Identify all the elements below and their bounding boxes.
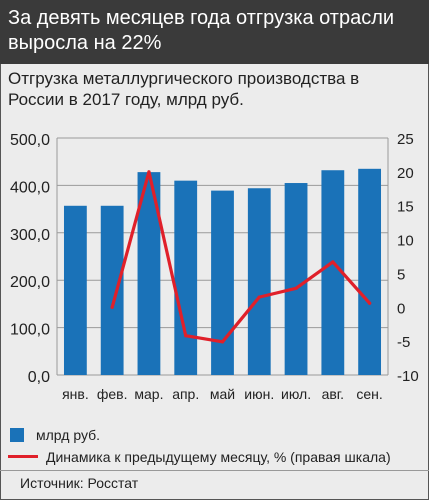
legend-label-line: Динамика к предыдущему месяцу, % (правая… xyxy=(46,449,391,465)
x-tick-label: фев. xyxy=(97,386,128,402)
headline: За девять месяцев года отгрузка отрасли … xyxy=(0,0,429,64)
right-tick-label: 0 xyxy=(397,300,405,317)
source-note: Источник: Росстат xyxy=(20,475,139,491)
right-tick-label: 5 xyxy=(397,266,405,283)
line-point xyxy=(147,170,151,174)
line-point xyxy=(184,334,188,338)
right-tick-label: 15 xyxy=(397,199,414,216)
x-tick-label: янв. xyxy=(62,386,89,402)
bar xyxy=(211,190,234,375)
line-point xyxy=(110,305,114,309)
x-tick-label: май xyxy=(210,386,235,402)
x-axis: янв. фев. мар. апр. май июн. июл. авг. сен. xyxy=(62,386,383,402)
right-tick-label: 10 xyxy=(397,233,414,250)
left-tick-label: 200,0 xyxy=(10,274,50,291)
bar xyxy=(174,180,198,375)
bar xyxy=(137,172,161,375)
x-tick-label: мар. xyxy=(134,386,163,402)
right-tick-label: 20 xyxy=(397,165,414,182)
right-tick-label: -5 xyxy=(397,334,410,351)
legend: млрд руб. Динамика к предыдущему месяцу,… xyxy=(8,424,423,468)
left-tick-label: 400,0 xyxy=(10,179,50,196)
chart-title: Отгрузка металлургического производства … xyxy=(8,69,360,109)
left-tick-label: 500,0 xyxy=(10,132,50,149)
line-series xyxy=(110,170,372,344)
left-tick-label: 100,0 xyxy=(10,322,50,339)
line-point xyxy=(331,260,335,264)
legend-item-line: Динамика к предыдущему месяцу, % (правая… xyxy=(8,446,423,468)
x-tick-label: июн. xyxy=(244,386,274,402)
legend-swatch-line xyxy=(8,455,38,458)
legend-swatch-bar xyxy=(10,428,24,442)
bar xyxy=(358,168,382,375)
bar xyxy=(247,188,271,375)
x-tick-label: сен. xyxy=(356,386,382,402)
bar xyxy=(100,205,124,375)
line-path xyxy=(110,170,372,344)
right-tick-label: 25 xyxy=(397,131,414,148)
x-tick-label: июл. xyxy=(281,386,311,402)
legend-label-bars: млрд руб. xyxy=(36,427,101,443)
line-point xyxy=(294,286,298,290)
bar xyxy=(321,170,345,375)
line-point xyxy=(220,340,225,344)
right-axis: -10 -5 0 5 10 15 20 25 xyxy=(397,131,419,385)
line-point xyxy=(368,301,372,305)
left-tick-label: 0,0 xyxy=(28,369,50,386)
bar-series xyxy=(63,168,382,375)
x-tick-label: апр. xyxy=(172,386,199,402)
legend-item-bars: млрд руб. xyxy=(8,424,423,446)
bar xyxy=(63,205,87,375)
left-axis: 0,0 100,0 200,0 300,0 400,0 500,0 xyxy=(10,132,50,386)
left-tick-label: 300,0 xyxy=(10,227,50,244)
line-point xyxy=(257,295,261,299)
footer-divider xyxy=(0,470,429,471)
right-tick-label: -10 xyxy=(397,368,419,385)
bar xyxy=(284,183,308,375)
x-tick-label: авг. xyxy=(322,386,345,402)
